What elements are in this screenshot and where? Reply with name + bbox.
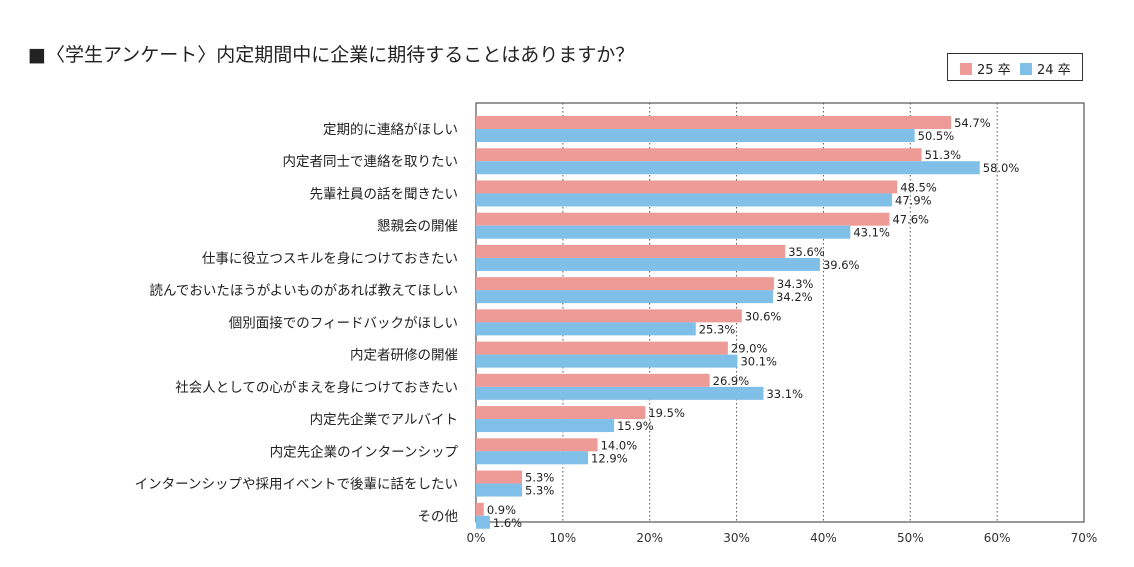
data-label: 35.6% xyxy=(788,245,825,259)
x-tick-label: 20% xyxy=(636,531,663,545)
data-label: 0.9% xyxy=(487,503,516,517)
x-tick-label: 0% xyxy=(466,531,485,545)
bar xyxy=(476,502,484,516)
category-label: 読んでおいたほうがよいものがあれば教えてほしい xyxy=(150,283,458,299)
bar xyxy=(476,180,898,194)
category-label: 定期的に連絡がほしい xyxy=(323,122,458,138)
data-label: 34.2% xyxy=(776,290,813,304)
data-label: 1.6% xyxy=(493,516,522,530)
bar xyxy=(476,354,738,368)
bar xyxy=(476,277,774,291)
bar xyxy=(476,148,922,162)
bar xyxy=(476,116,952,129)
bar xyxy=(476,161,980,175)
bar xyxy=(476,386,764,400)
bar xyxy=(476,193,893,207)
x-tick-label: 50% xyxy=(897,531,924,545)
data-label: 39.6% xyxy=(823,258,860,272)
legend-swatch-25 xyxy=(960,62,972,75)
chart-title: ■〈学生アンケート〉内定期間中に企業に期待することはありますか？ xyxy=(28,44,635,66)
legend-swatch-24 xyxy=(1020,62,1032,75)
bar xyxy=(476,483,523,497)
data-label: 12.9% xyxy=(591,451,628,465)
legend-label-25: 25 卒 xyxy=(977,63,1011,78)
category-label: 内定者研修の開催 xyxy=(350,348,458,364)
category-label: 懇親会の開催 xyxy=(377,219,458,235)
category-label: 先輩社員の話を聞きたい xyxy=(310,185,459,202)
data-label: 54.7% xyxy=(954,116,991,130)
data-label: 34.3% xyxy=(777,277,814,291)
category-label: その他 xyxy=(418,509,459,525)
category-label: 仕事に役立つスキルを身につけておきたい xyxy=(202,251,458,267)
category-label: 内定者同士で連絡を取りたい xyxy=(283,154,459,170)
x-tick-label: 40% xyxy=(810,531,837,545)
x-tick-label: 60% xyxy=(984,531,1011,545)
data-label: 47.9% xyxy=(895,193,932,207)
legend: 25 卒 24 卒 xyxy=(947,53,1083,81)
bar xyxy=(476,438,598,452)
category-label: インターンシップや採用イベントで後輩に話をしたい xyxy=(135,476,458,493)
bar xyxy=(476,212,890,226)
x-tick-label: 10% xyxy=(550,531,577,545)
bar xyxy=(476,290,774,304)
bar xyxy=(476,257,820,271)
data-label: 5.3% xyxy=(525,484,554,498)
data-label: 47.6% xyxy=(892,213,929,227)
bar xyxy=(476,470,523,484)
data-label: 43.1% xyxy=(853,226,890,240)
bar xyxy=(476,373,710,387)
category-label: 内定先企業のインターンシップ xyxy=(270,443,459,460)
bar xyxy=(476,322,696,336)
data-label: 33.1% xyxy=(766,387,803,401)
data-label: 48.5% xyxy=(900,180,937,194)
data-label: 30.1% xyxy=(740,355,777,369)
bar xyxy=(476,225,851,239)
category-label: 社会人としての心がまえを身につけておきたい xyxy=(175,380,458,396)
legend-label-24: 24 卒 xyxy=(1037,63,1071,78)
data-label: 29.0% xyxy=(731,342,768,356)
data-label: 26.9% xyxy=(713,374,750,388)
data-label: 5.3% xyxy=(525,471,554,485)
bar xyxy=(476,419,615,433)
x-tick-label: 30% xyxy=(723,531,750,545)
legend-entry-25: 25 卒 xyxy=(960,59,1011,78)
bar xyxy=(476,129,915,142)
data-label: 58.0% xyxy=(983,161,1020,175)
bar xyxy=(476,515,490,529)
category-label: 内定先企業でアルバイト xyxy=(310,411,458,428)
x-tick-label: 70% xyxy=(1071,531,1098,545)
bar xyxy=(476,309,742,323)
legend-entry-24: 24 卒 xyxy=(1020,59,1071,78)
data-label: 15.9% xyxy=(617,419,654,433)
bar xyxy=(476,451,589,465)
data-label: 19.5% xyxy=(648,406,685,420)
data-label: 14.0% xyxy=(601,438,638,452)
data-label: 25.3% xyxy=(699,322,736,336)
data-label: 30.6% xyxy=(745,309,782,323)
data-label: 50.5% xyxy=(918,129,955,143)
bar xyxy=(476,244,786,258)
data-label: 51.3% xyxy=(925,148,962,162)
category-label: 個別面接でのフィードバックがほしい xyxy=(229,314,458,331)
bar xyxy=(476,406,646,420)
bar xyxy=(476,341,728,355)
